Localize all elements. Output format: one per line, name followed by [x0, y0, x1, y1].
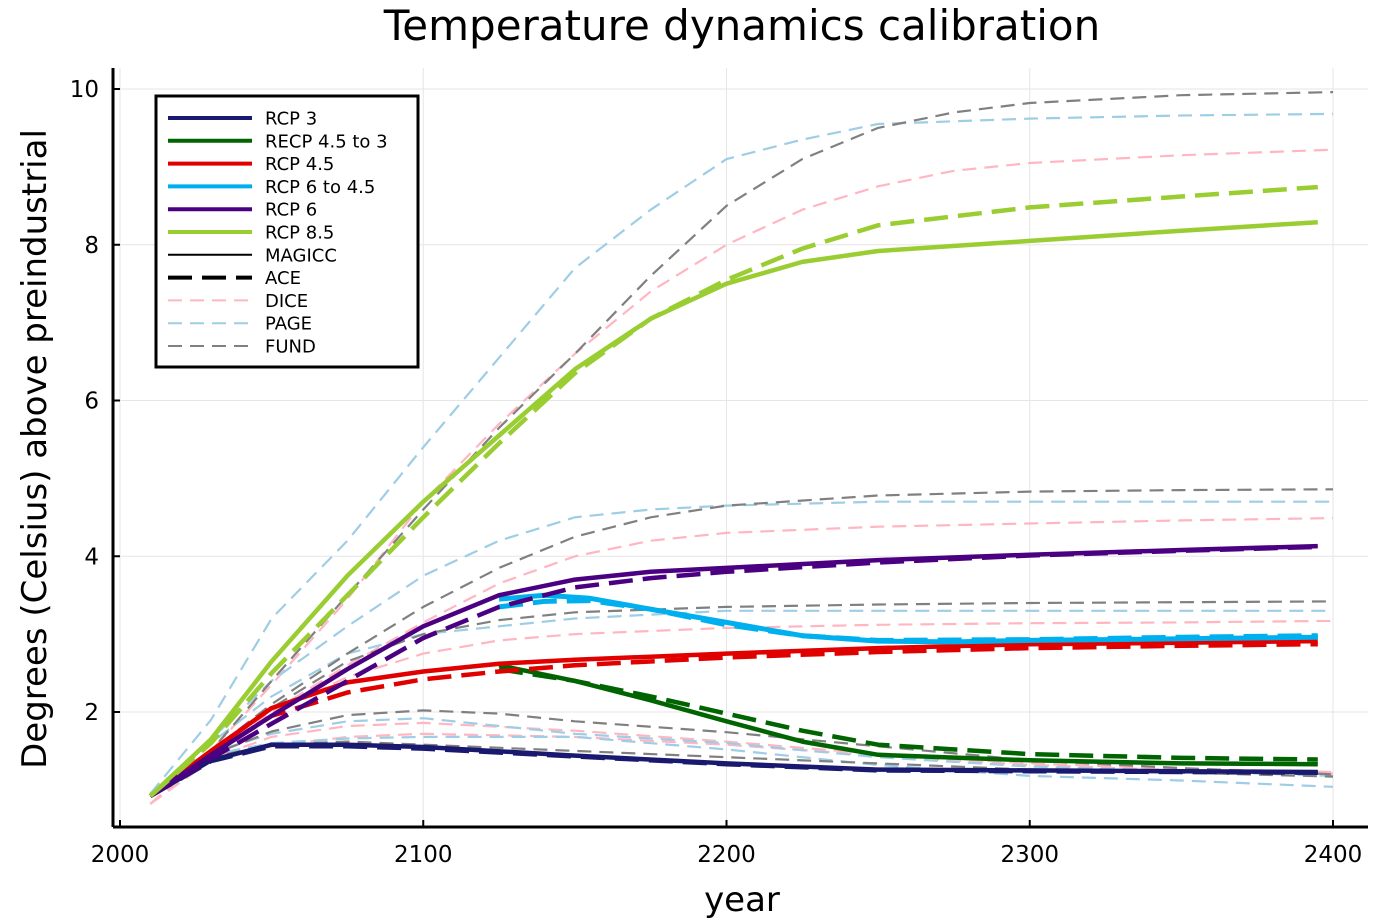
gridlines	[113, 68, 1368, 827]
legend-label: RCP 3	[265, 109, 317, 130]
legend-label: ACE	[265, 268, 301, 289]
x-tick-label: 2200	[697, 842, 756, 868]
legend-label: RCP 8.5	[265, 223, 334, 244]
legend-label: PAGE	[265, 314, 312, 335]
series-line-rcp-6-fund	[149, 488, 1334, 797]
series-line-rcp-8-5-ace	[148, 184, 1318, 798]
legend-label: DICE	[265, 291, 308, 312]
y-tick-label: 2	[84, 700, 99, 726]
series-line-recp-4-5-to-3-dice	[149, 721, 1334, 805]
series-line-rcp-3-page	[149, 735, 1334, 795]
y-tick-label: 4	[84, 544, 99, 570]
x-tick-label: 2400	[1304, 842, 1363, 868]
x-tick-label: 2100	[394, 842, 453, 868]
series-line-rcp-8-5-fund	[149, 91, 1334, 797]
axes	[111, 68, 1368, 829]
x-axis-label: year	[704, 880, 780, 920]
series-line-recp-4-5-to-3-ace	[498, 666, 1318, 762]
x-tick-label: 2000	[91, 842, 150, 868]
series-line-rcp-8-5-dice	[149, 148, 1334, 805]
series-line-rcp-6-ace	[149, 544, 1318, 799]
series-line-rcp-6-dice	[149, 517, 1334, 805]
series-line-rcp-4-5-magicc	[148, 638, 1318, 798]
legend-label: FUND	[265, 337, 316, 358]
legend-label: RCP 6 to 4.5	[265, 177, 375, 198]
tick-labels: 2000 2100 2200 2300 2400 2 4 6 8 10	[70, 77, 1363, 868]
legend-label: MAGICC	[265, 245, 337, 266]
series-line-rcp-4-5-page	[149, 609, 1333, 795]
x-tick-label: 2300	[1000, 842, 1059, 868]
series-line-rcp-3-ace	[149, 744, 1318, 799]
series-line-rcp-4-5-ace	[149, 641, 1318, 798]
y-tick-label: 6	[84, 389, 99, 415]
chart-title: Temperature dynamics calibration	[383, 1, 1100, 50]
legend-label: RECP 4.5 to 3	[265, 131, 388, 152]
y-axis-label: Degrees (Celsius) above preindustrial	[15, 129, 55, 769]
series-line-rcp-6-page	[149, 500, 1333, 795]
y-tick-label: 10	[70, 77, 99, 103]
y-tick-label: 8	[84, 233, 99, 259]
legend-label: RCP 4.5	[265, 154, 334, 175]
plot-area	[148, 91, 1334, 805]
series-line-rcp-6-to-4-5-ace	[498, 598, 1318, 643]
series-line-rcp-8-5-page	[149, 112, 1334, 795]
legend-label: RCP 6	[265, 200, 317, 221]
